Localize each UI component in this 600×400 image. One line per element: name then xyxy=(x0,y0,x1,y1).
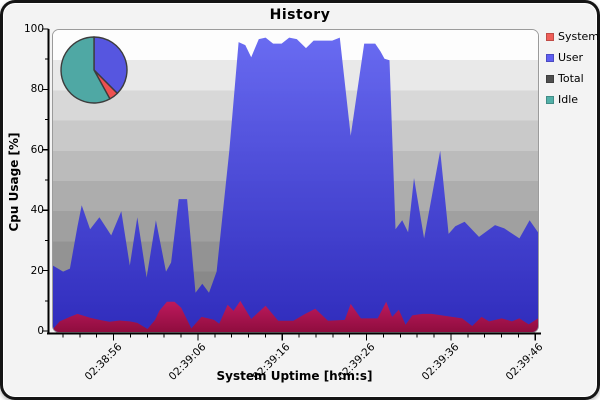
y-axis-title: Cpu Usage [%] xyxy=(7,132,21,232)
legend: System User Total Idle xyxy=(546,30,599,114)
legend-label-user: User xyxy=(558,51,584,64)
area-user xyxy=(53,37,538,332)
system-color-swatch xyxy=(546,32,554,41)
cpu-pie-chart xyxy=(60,36,128,104)
legend-label-total: Total xyxy=(558,72,584,85)
area-system xyxy=(53,300,538,332)
legend-item-system: System xyxy=(546,30,599,43)
total-color-swatch xyxy=(546,74,554,83)
pie-slice-idle xyxy=(60,36,111,104)
user-color-swatch xyxy=(546,53,554,62)
pie-slice-user xyxy=(93,36,128,95)
legend-item-user: User xyxy=(546,51,599,64)
y-tick-label: 0 xyxy=(37,325,44,337)
legend-item-total: Total xyxy=(546,72,599,85)
legend-label-idle: Idle xyxy=(558,93,579,106)
x-axis-title: System Uptime [h:m:s] xyxy=(216,369,373,383)
legend-label-system: System xyxy=(558,30,600,43)
legend-item-idle: Idle xyxy=(546,93,599,106)
page-title: History xyxy=(269,7,331,23)
idle-color-swatch xyxy=(546,95,554,104)
cpu-history-area-chart xyxy=(53,30,538,332)
y-tick-label: 100 xyxy=(23,23,44,35)
plot-area[interactable] xyxy=(52,29,539,333)
